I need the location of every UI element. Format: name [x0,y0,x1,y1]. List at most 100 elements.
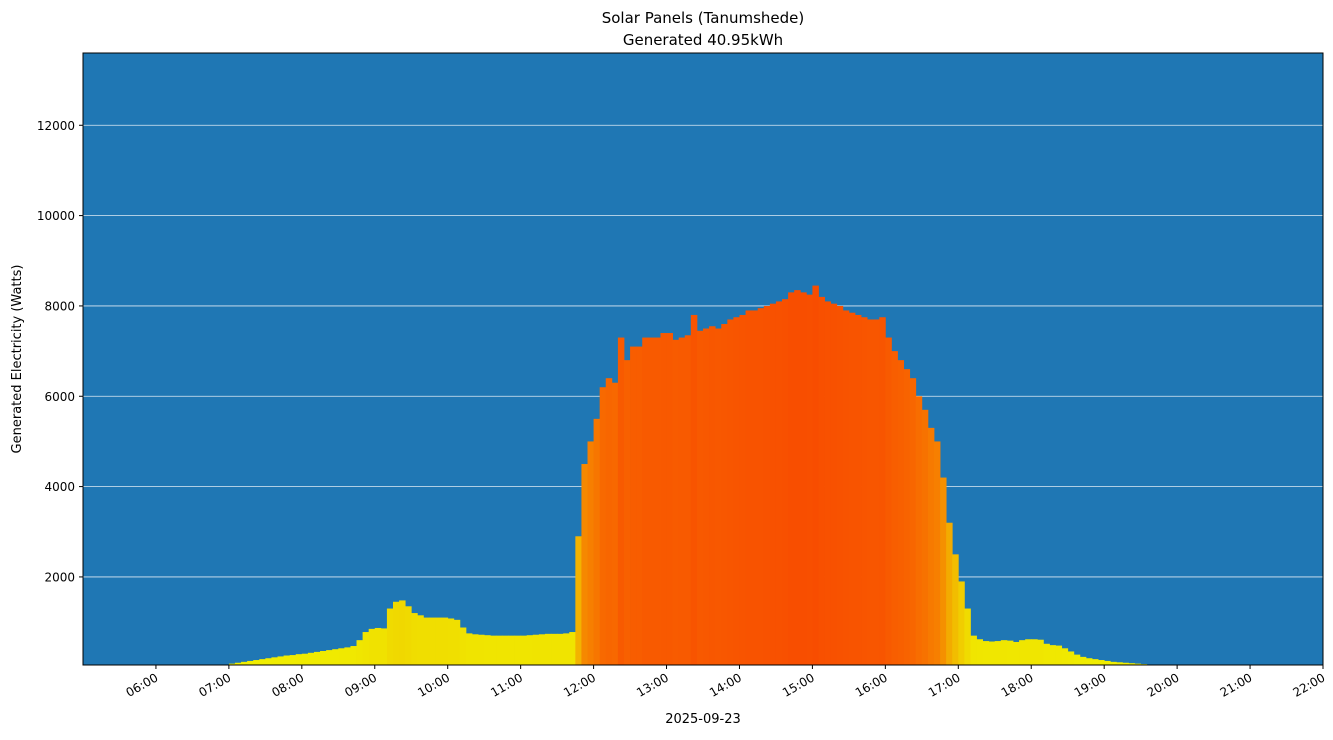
x-tick-label: 19:00 [1072,670,1109,699]
bar [521,636,527,665]
bar [484,635,490,665]
bar [940,478,946,665]
bar [1062,648,1068,665]
bar [642,338,648,665]
bar [758,308,764,665]
bar [904,369,910,665]
bar [271,657,277,665]
bar [357,640,363,665]
bar [843,310,849,665]
bar [411,613,417,665]
bar [849,313,855,665]
bar [539,634,545,665]
bar [314,652,320,665]
bar [1098,660,1104,665]
x-tick-label: 14:00 [707,670,744,699]
bar [551,634,557,665]
x-tick-label: 10:00 [415,670,452,699]
bar [332,649,338,665]
bar [1007,641,1013,665]
bar [916,396,922,665]
x-axis-label: 2025-09-23 [665,712,741,727]
bar [806,295,812,665]
bar [1056,646,1062,665]
bar [794,290,800,665]
bar [733,317,739,665]
bar [399,600,405,665]
bar [1037,640,1043,665]
bar [1049,645,1055,665]
bar [393,602,399,665]
bar [812,286,818,665]
bar [989,642,995,665]
bar [667,333,673,665]
bar [727,319,733,665]
y-tick-label: 8000 [44,299,75,313]
bar [970,636,976,665]
bar [369,629,375,665]
bar [685,335,691,665]
bar [606,378,612,665]
x-tick-label: 08:00 [269,670,306,699]
bar [588,441,594,665]
bar [861,317,867,665]
bar [545,634,551,665]
bar [1104,661,1110,665]
x-tick-label: 11:00 [488,670,525,699]
bar [1068,651,1074,665]
bar [800,292,806,665]
bar [898,360,904,665]
bar [472,634,478,665]
bar [867,319,873,665]
bar [466,633,472,665]
bar [496,636,502,665]
bar [460,628,466,665]
y-tick-label: 12000 [37,119,75,133]
bar [977,639,983,665]
bar [381,628,387,665]
bar [934,441,940,665]
bar [837,306,843,665]
bar [308,653,314,665]
bar [1025,639,1031,665]
bar [660,333,666,665]
bar [1080,657,1086,665]
bar [1074,655,1080,665]
x-tick-label: 13:00 [634,670,671,699]
bar [247,661,253,665]
bar [284,656,290,665]
chart-title: Solar Panels (Tanumshede) [602,9,805,27]
bar [478,635,484,665]
bar [1043,644,1049,665]
bar [885,338,891,665]
bar [515,636,521,665]
bar [709,326,715,665]
x-tick-label: 20:00 [1145,670,1182,699]
bar [442,618,448,665]
y-tick-label: 10000 [37,209,75,223]
x-tick-label: 09:00 [342,670,379,699]
y-tick-label: 4000 [44,480,75,494]
bar [454,620,460,665]
bar [636,347,642,665]
y-tick-label: 6000 [44,390,75,404]
bar [910,378,916,665]
x-tick-label: 16:00 [853,670,890,699]
bar [557,634,563,665]
x-tick-label: 17:00 [926,670,963,699]
bar [429,618,435,665]
bar [527,635,533,665]
bar [782,299,788,665]
bar [417,615,423,665]
bar [952,554,958,665]
bar [995,641,1001,665]
bar [278,656,284,665]
bar [721,324,727,665]
bar [290,655,296,665]
bar [436,618,442,665]
bar [648,338,654,665]
bar [739,315,745,665]
bar [752,310,758,665]
bar [253,660,259,665]
